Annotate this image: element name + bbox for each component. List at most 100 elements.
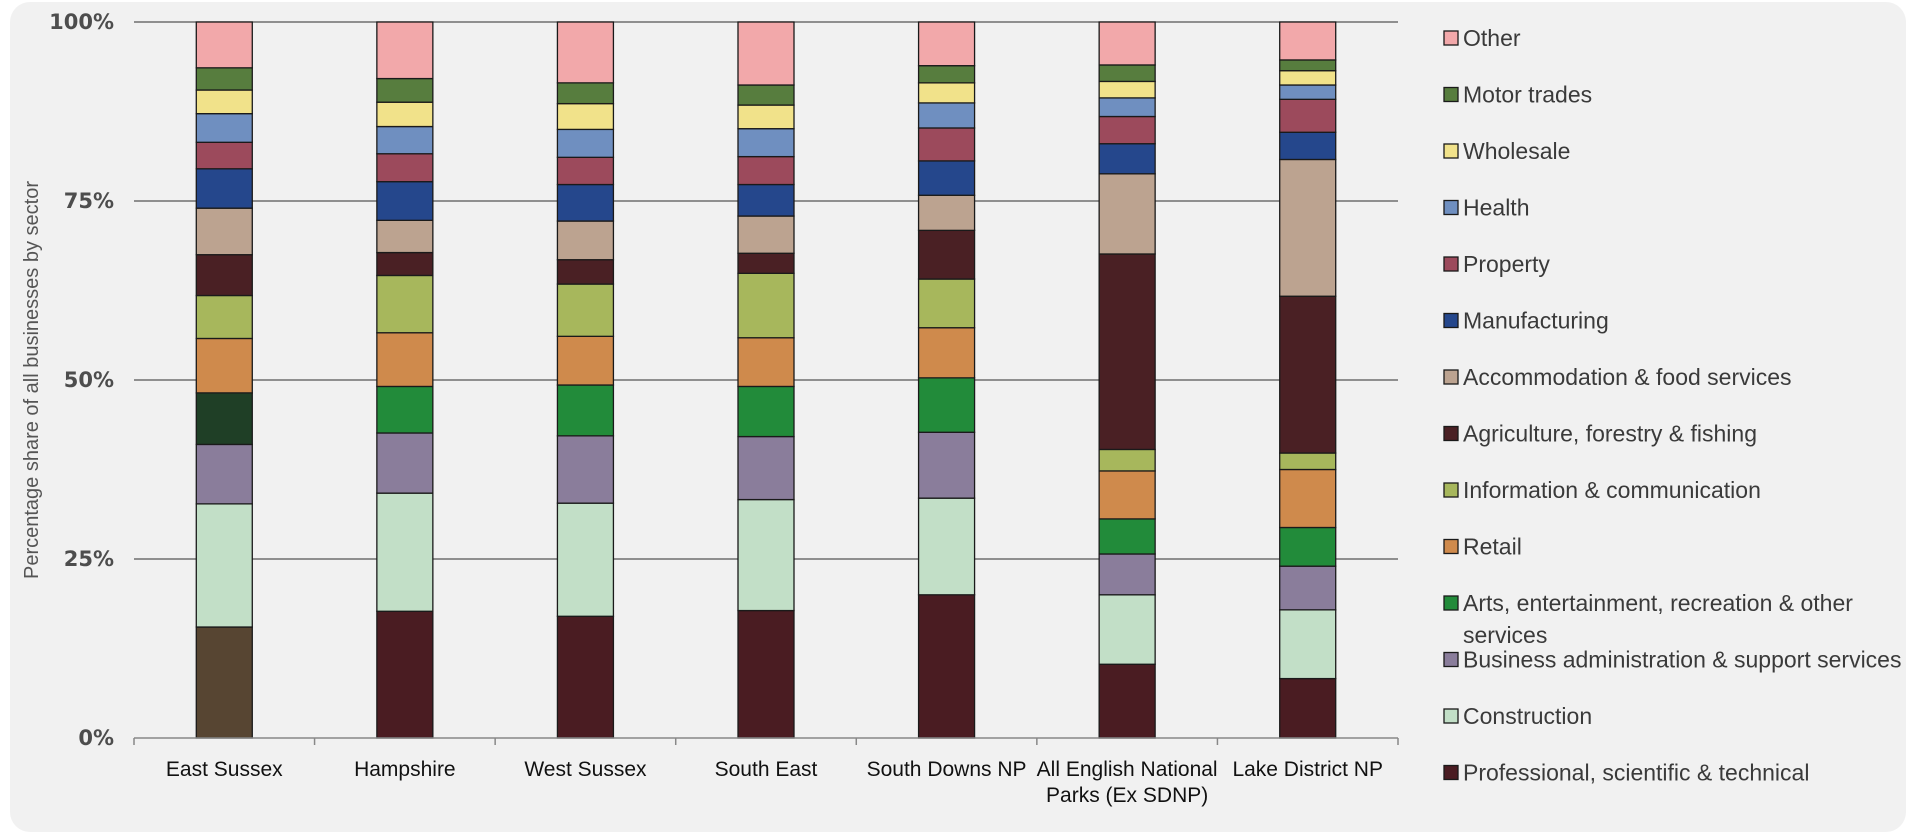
- legend-swatch-business-administration-and-support-services: [1443, 651, 1459, 668]
- bar-segment-arts-entertainment-recreation-and-other-services: [376, 385, 434, 434]
- bar-segment-other: [556, 21, 615, 84]
- bar-segment-information-and-communication: [917, 278, 976, 329]
- bar-segment-business-administration-and-support-services: [556, 435, 615, 504]
- bar-segment-agriculture-forestry-and-fishing: [917, 229, 976, 280]
- bar-segment-health: [1279, 84, 1337, 100]
- bar-segment-professional-scientific-and-technical: [917, 594, 976, 739]
- bar-segment-agriculture-forestry-and-fishing: [376, 251, 434, 277]
- bar-segment-property: [195, 141, 253, 170]
- bar-segment-other: [376, 21, 434, 80]
- legend-label-other: Other: [1463, 25, 1521, 51]
- legend-swatch-construction: [1443, 708, 1459, 724]
- bar-segment-accommodation-and-food-services: [917, 194, 976, 232]
- bar-segment-motor-trades: [917, 65, 976, 84]
- bar-segment-construction: [556, 502, 615, 617]
- bar-segment-construction: [737, 498, 795, 612]
- y-tick-label: 75%: [64, 189, 114, 213]
- bar-segment-motor-trades: [195, 67, 253, 91]
- bar-segment-manufacturing: [1279, 131, 1337, 161]
- legend-label-accommodation-and-food-services: Accommodation & food services: [1463, 364, 1792, 390]
- category-label: South Downs NP: [867, 758, 1027, 781]
- bar-segment-property: [737, 155, 795, 186]
- bar-segment-wholesale: [917, 82, 976, 104]
- bar-segment-accommodation-and-food-services: [737, 215, 795, 254]
- y-tick-label: 100%: [49, 10, 114, 34]
- bar-segment-other: [1098, 21, 1156, 66]
- legend-swatch-motor-trades: [1443, 86, 1459, 103]
- bar-segment-manufacturing: [376, 181, 434, 221]
- bar-segment-arts-entertainment-recreation-and-other-services: [556, 384, 615, 437]
- bar-segment-agriculture-forestry-and-fishing: [195, 254, 253, 297]
- bar-segment-retail: [737, 337, 795, 388]
- bar-segment-retail: [917, 327, 976, 379]
- legend-label-manufacturing: Manufacturing: [1463, 308, 1609, 334]
- bar-segment-property: [376, 153, 434, 183]
- legend-swatch-accommodation-and-food-services: [1443, 369, 1459, 385]
- bar-segment-accommodation-and-food-services: [376, 219, 434, 254]
- bar-segment-arts-entertainment-recreation-and-other-services: [195, 392, 253, 446]
- bar-segment-business-administration-and-support-services: [737, 435, 795, 501]
- bar-segment-professional-scientific-and-technical: [737, 609, 795, 739]
- legend-label-motor-trades: Motor trades: [1463, 82, 1592, 108]
- y-tick-label: 0%: [78, 726, 114, 750]
- bar-segment-other: [737, 21, 795, 86]
- bar-segment-business-administration-and-support-services: [195, 443, 253, 505]
- legend-label-professional-scientific-and-technical: Professional, scientific & technical: [1463, 760, 1809, 786]
- legend-label-arts-entertainment-recreation-and-other-services: Arts, entertainment, recreation & other s…: [1463, 590, 1853, 648]
- category-label: Lake District NP: [1232, 758, 1383, 781]
- y-tick-label: 25%: [64, 547, 114, 571]
- bar-segment-arts-entertainment-recreation-and-other-services: [1098, 518, 1156, 555]
- bar-segment-arts-entertainment-recreation-and-other-services: [917, 377, 976, 433]
- category-label: West Sussex: [524, 758, 647, 781]
- bar-segment-property: [1279, 98, 1337, 133]
- category-label: South East: [715, 758, 818, 781]
- bar-segment-information-and-communication: [556, 283, 615, 337]
- bar-segment-information-and-communication: [376, 274, 434, 334]
- bar-segment-information-and-communication: [1279, 452, 1337, 471]
- legend-label-agriculture-forestry-and-fishing: Agriculture, forestry & fishing: [1463, 421, 1757, 447]
- bar-segment-business-administration-and-support-services: [376, 432, 434, 494]
- legend-swatch-information-and-communication: [1443, 482, 1459, 498]
- y-tick-label: 50%: [64, 368, 114, 392]
- bar-segment-professional-scientific-and-technical: [376, 610, 434, 739]
- bar-segment-motor-trades: [556, 82, 615, 105]
- bar-segment-business-administration-and-support-services: [1279, 565, 1337, 611]
- bar-segment-wholesale: [737, 104, 795, 130]
- bar-segment-manufacturing: [195, 168, 253, 209]
- bar-segment-accommodation-and-food-services: [195, 207, 253, 256]
- bar-segment-wholesale: [195, 89, 253, 115]
- bar-segment-professional-scientific-and-technical: [195, 626, 253, 739]
- bar-segment-health: [1098, 97, 1156, 118]
- bar-segment-wholesale: [1098, 80, 1156, 99]
- legend-swatch-manufacturing: [1443, 312, 1459, 329]
- bar-segment-motor-trades: [1279, 59, 1337, 72]
- bar-segment-accommodation-and-food-services: [1279, 158, 1337, 297]
- bar-segment-other: [1279, 21, 1337, 61]
- legend-swatch-agriculture-forestry-and-fishing: [1443, 425, 1459, 442]
- bar-segment-wholesale: [376, 101, 434, 128]
- legend-label-retail: Retail: [1463, 534, 1522, 560]
- bar-segment-construction: [917, 497, 976, 596]
- bar-segment-accommodation-and-food-services: [556, 220, 615, 261]
- bar-segment-business-administration-and-support-services: [917, 431, 976, 499]
- bar-segment-health: [737, 128, 795, 158]
- legend-swatch-property: [1443, 256, 1459, 272]
- bar-segment-arts-entertainment-recreation-and-other-services: [737, 385, 795, 438]
- bar-segment-agriculture-forestry-and-fishing: [1279, 295, 1337, 454]
- bar-segment-accommodation-and-food-services: [1098, 173, 1156, 255]
- legend-label-wholesale: Wholesale: [1463, 138, 1570, 164]
- bar-segment-wholesale: [1279, 70, 1337, 86]
- bar-segment-health: [556, 128, 615, 158]
- bar-segment-construction: [376, 492, 434, 612]
- legend-label-business-administration-and-support-services: Business administration & support servic…: [1463, 647, 1901, 673]
- legend-label-property: Property: [1463, 251, 1550, 277]
- category-label: Hampshire: [354, 758, 456, 781]
- legend-swatch-wholesale: [1443, 143, 1459, 159]
- bar-segment-health: [376, 125, 434, 155]
- legend-swatch-health: [1443, 199, 1459, 216]
- y-axis-title: Percentage share of all businesses by se…: [21, 181, 43, 579]
- bar-segment-health: [195, 112, 253, 143]
- category-label: East Sussex: [166, 758, 283, 781]
- bar-segment-manufacturing: [1098, 143, 1156, 175]
